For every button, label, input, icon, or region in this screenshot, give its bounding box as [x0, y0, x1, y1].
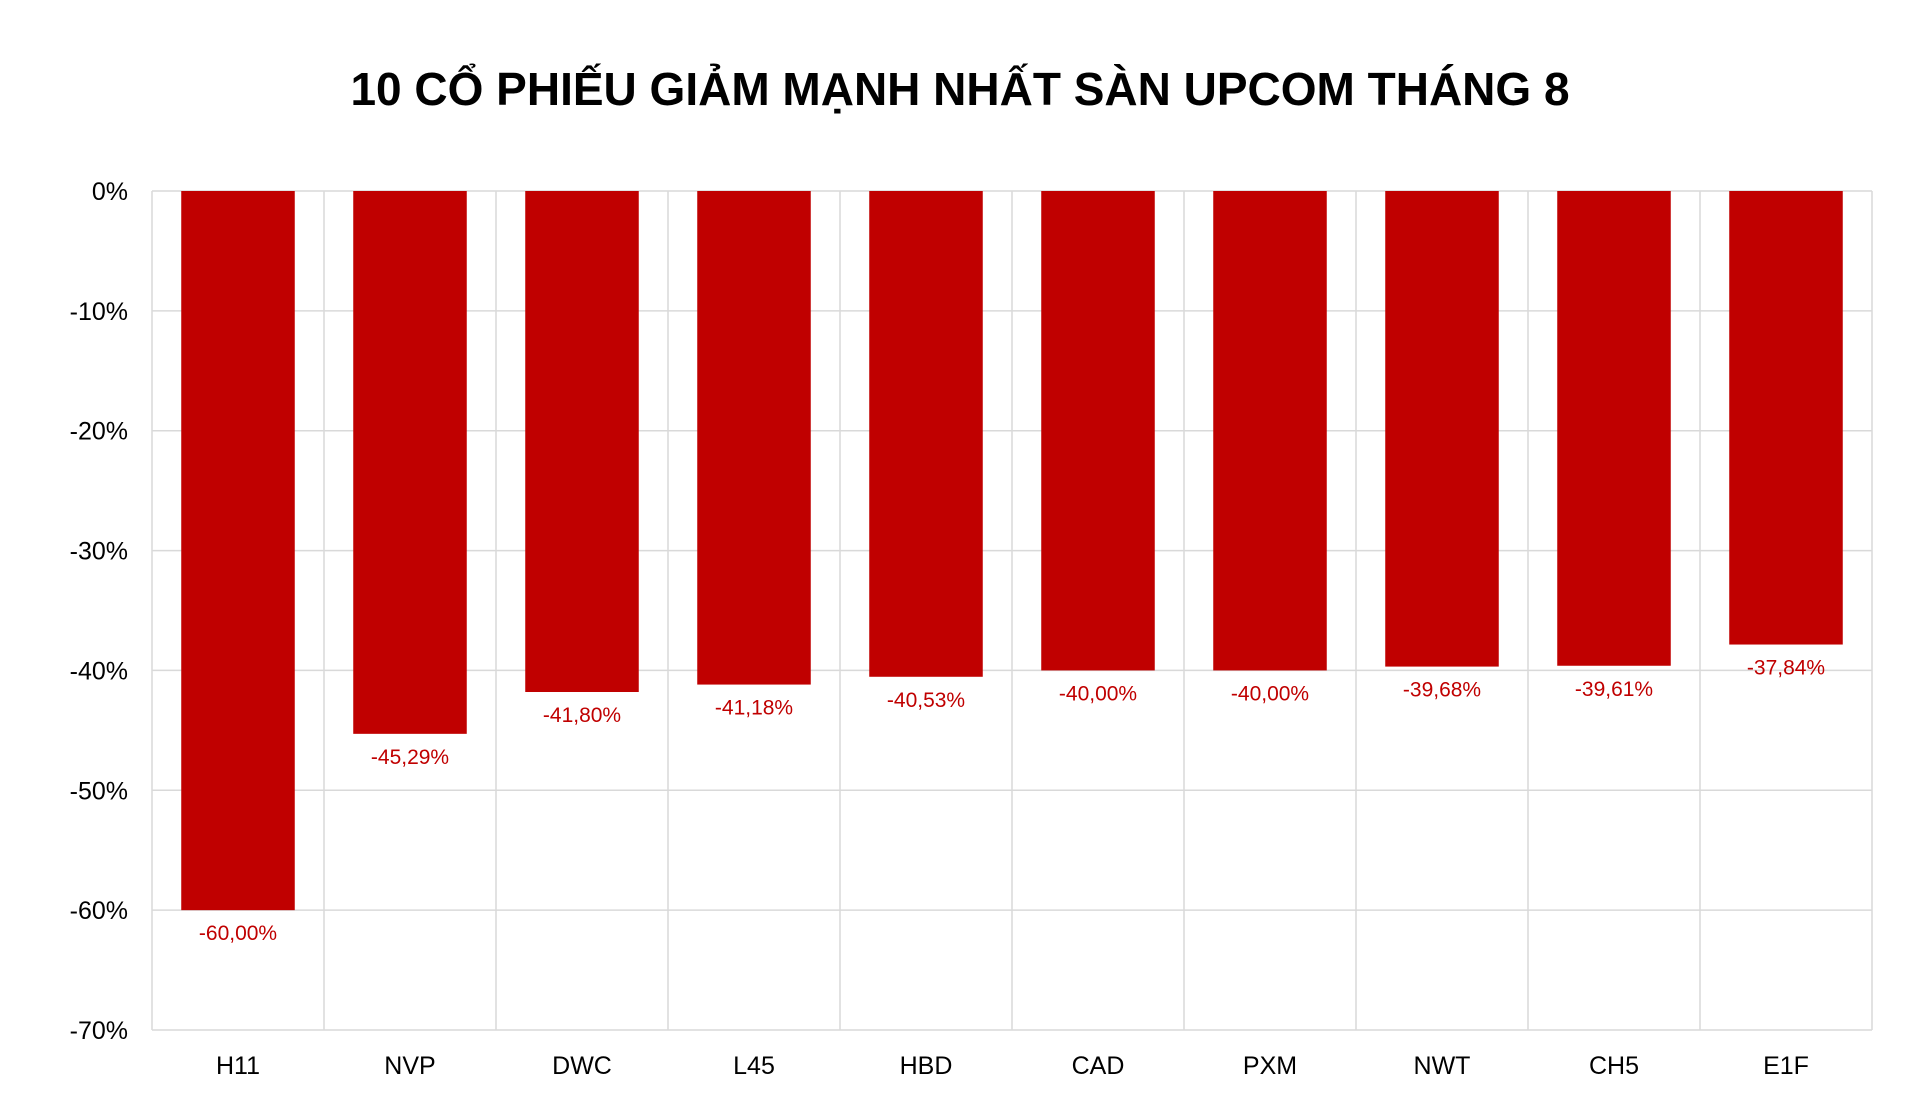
bar-h11: [181, 191, 295, 911]
data-label: -40,00%: [1059, 682, 1137, 705]
data-label: -40,00%: [1231, 682, 1309, 705]
axis-layer: 0% -10% -20% -30% -40% -50% -60% -70% H11 NVP DWC L…: [70, 178, 1809, 1080]
x-tick-label: DWC: [552, 1052, 612, 1080]
data-label: -45,29%: [371, 746, 449, 769]
x-tick-label: CAD: [1072, 1052, 1125, 1080]
data-label: -37,84%: [1747, 657, 1825, 680]
bar-e1f: [1729, 191, 1843, 645]
y-tick-label: -70%: [70, 1017, 128, 1045]
data-label-layer: -60,00% -45,29% -41,80% -41,18% -40,53% -40,0…: [199, 657, 1825, 946]
y-tick-label: 0%: [92, 178, 128, 206]
x-tick-label: L45: [733, 1052, 775, 1080]
y-tick-label: -50%: [70, 777, 128, 805]
x-tick-label: NWT: [1414, 1052, 1471, 1080]
y-tick-label: -30%: [70, 538, 128, 566]
bar-nvp: [353, 191, 467, 734]
data-label: -41,80%: [543, 704, 621, 727]
data-label: -40,53%: [887, 689, 965, 712]
y-tick-label: -20%: [70, 418, 128, 446]
y-tick-label: -10%: [70, 298, 128, 326]
data-label: -39,61%: [1575, 678, 1653, 701]
x-tick-label: HBD: [900, 1052, 953, 1080]
x-tick-label: NVP: [384, 1052, 435, 1080]
bar-l45: [697, 191, 811, 685]
x-tick-label: E1F: [1763, 1052, 1809, 1080]
bar-pxm: [1213, 191, 1327, 671]
bar-layer: [181, 191, 1843, 911]
data-label: -60,00%: [199, 922, 277, 945]
bar-nwt: [1385, 191, 1499, 667]
x-tick-label: H11: [216, 1052, 260, 1080]
chart-title: 10 CỔ PHIẾU GIẢM MẠNH NHẤT SÀN UPCOM THÁ…: [350, 63, 1570, 115]
data-label: -41,18%: [715, 697, 793, 720]
bar-ch5: [1557, 191, 1671, 666]
bar-hbd: [869, 191, 983, 677]
bar-dwc: [525, 191, 639, 693]
bar-cad: [1041, 191, 1155, 671]
x-tick-label: CH5: [1589, 1052, 1639, 1080]
y-tick-label: -40%: [70, 657, 128, 685]
data-label: -39,68%: [1403, 679, 1481, 702]
x-tick-label: PXM: [1243, 1052, 1297, 1080]
y-tick-label: -60%: [70, 897, 128, 925]
